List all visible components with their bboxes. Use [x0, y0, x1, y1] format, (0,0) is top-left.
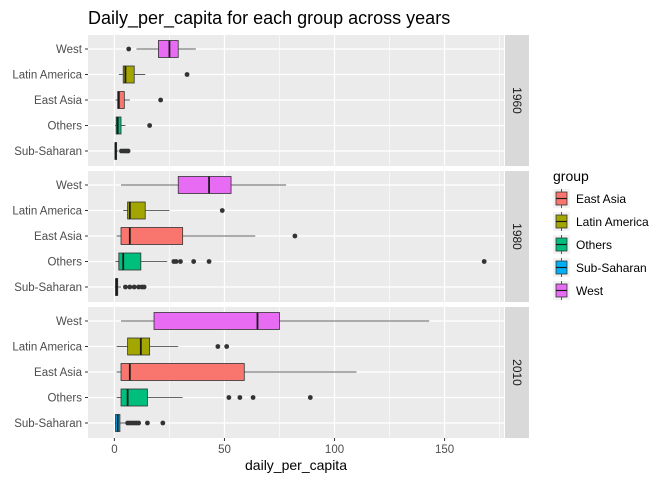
x-tick-label: 150	[435, 444, 454, 456]
legend-label: East Asia	[576, 192, 626, 206]
box-iqr	[153, 312, 280, 330]
facet-panel-1960: West Latin America East Asia Others Sub-Saha…	[12, 35, 529, 166]
box-west	[121, 176, 287, 194]
y-tick-label: Latin America	[12, 70, 82, 82]
box-sub-saharan	[114, 414, 166, 432]
outlier-point	[481, 259, 487, 264]
x-tick-label: 100	[325, 444, 344, 456]
legend-label: Latin America	[576, 215, 649, 229]
facet-strip	[505, 171, 529, 302]
outlier-point	[178, 259, 183, 264]
box-iqr	[118, 252, 142, 271]
legend-item-latin-america: Latin America	[553, 212, 649, 231]
legend: group East Asia Latin America Others Sub-Sa…	[553, 168, 649, 300]
box-latin-america	[116, 337, 230, 356]
legend-label: Others	[576, 238, 612, 252]
box-iqr	[122, 65, 135, 84]
outlier-point	[136, 284, 142, 290]
facet-panel-2010: West Latin America East Asia Others Sub-Saha…	[12, 307, 529, 438]
y-tick-label: Latin America	[12, 342, 82, 354]
box-iqr	[120, 227, 184, 245]
box-east-asia	[115, 91, 164, 109]
y-tick-label: Others	[47, 121, 82, 133]
outlier-point	[125, 148, 131, 154]
outlier-point	[191, 259, 197, 264]
outlier-point	[292, 233, 298, 239]
x-tick-label: 50	[218, 444, 231, 456]
legend-item-east-asia: East Asia	[553, 189, 626, 208]
box-sub-saharan	[114, 278, 147, 296]
outlier-point	[160, 420, 166, 426]
outlier-point	[219, 208, 225, 213]
box-iqr	[127, 201, 146, 220]
legend-label: Sub-Saharan	[576, 261, 647, 275]
y-tick-label: West	[56, 316, 83, 328]
box-iqr	[177, 176, 232, 194]
facet-strip	[505, 307, 529, 438]
box-iqr	[117, 91, 125, 109]
outlier-point	[237, 395, 243, 400]
facet-panels: West Latin America East Asia Others Sub-Saha…	[12, 35, 529, 438]
x-axis-title: daily_per_capita	[245, 457, 347, 473]
facet-label: 1960	[510, 87, 524, 114]
box-others	[115, 116, 153, 135]
box-east-asia	[116, 363, 357, 381]
y-tick-label: Sub-Saharan	[14, 282, 82, 294]
outlier-point	[127, 284, 133, 290]
y-tick-label: East Asia	[34, 231, 83, 243]
box-others	[116, 388, 313, 407]
legend-item-sub-saharan: Sub-Saharan	[553, 258, 647, 277]
outlier-point	[158, 97, 164, 103]
outlier-point	[145, 420, 150, 426]
box-latin-america	[123, 201, 225, 220]
legend-items: East Asia Latin America Others Sub-Saharan W…	[553, 189, 649, 300]
legend-item-west: West	[553, 281, 604, 300]
outlier-point	[184, 72, 190, 77]
y-tick-label: East Asia	[34, 95, 83, 107]
box-iqr	[120, 363, 245, 381]
y-tick-label: West	[56, 180, 83, 192]
box-west	[126, 40, 196, 58]
outlier-point	[136, 420, 142, 426]
facet-label: 2010	[510, 359, 524, 386]
box-west	[121, 312, 430, 330]
outlier-point	[131, 284, 137, 290]
y-tick-label: Sub-Saharan	[14, 418, 82, 430]
y-tick-label: Latin America	[12, 206, 82, 218]
legend-title: group	[553, 168, 589, 184]
box-iqr	[120, 388, 148, 407]
outlier-point	[173, 259, 179, 264]
legend-label: West	[576, 284, 604, 298]
outlier-point	[206, 259, 212, 264]
facet-panel-1980: West Latin America East Asia Others Sub-Saha…	[12, 171, 529, 302]
y-tick-label: Others	[47, 393, 82, 405]
outlier-point	[126, 46, 132, 52]
outlier-point	[224, 344, 230, 349]
y-tick-label: Others	[47, 257, 82, 269]
x-axis: 0 50 100 150	[111, 438, 454, 456]
box-sub-saharan	[114, 142, 131, 160]
outlier-point	[123, 284, 128, 290]
box-east-asia	[116, 227, 298, 245]
facet-strip	[505, 35, 529, 166]
outlier-point	[147, 123, 153, 128]
outlier-point	[250, 395, 256, 400]
outlier-point	[226, 395, 232, 400]
outlier-point	[307, 395, 313, 400]
chart-title: Daily_per_capita for each group across y…	[88, 8, 450, 29]
box-iqr	[158, 40, 179, 58]
y-tick-label: Sub-Saharan	[14, 146, 82, 158]
outlier-point	[215, 344, 221, 349]
y-tick-label: East Asia	[34, 367, 83, 379]
box-latin-america	[118, 65, 190, 84]
y-tick-label: West	[56, 44, 83, 56]
box-iqr	[127, 337, 151, 356]
box-others	[115, 252, 487, 271]
outlier-point	[141, 284, 147, 290]
x-tick-label: 0	[111, 444, 117, 456]
legend-item-others: Others	[553, 235, 612, 254]
facet-label: 1980	[510, 223, 524, 250]
